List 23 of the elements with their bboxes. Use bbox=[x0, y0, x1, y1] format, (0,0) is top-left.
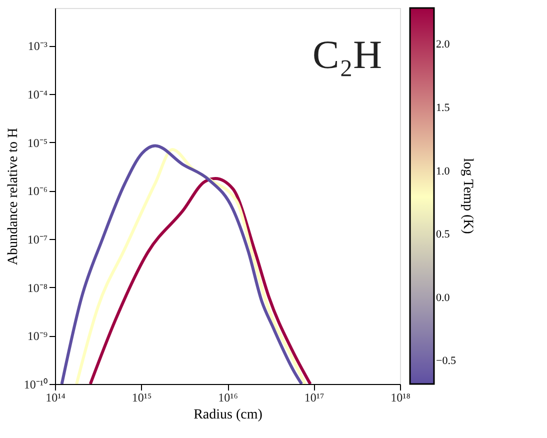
color-bar-label: −0.5 bbox=[436, 355, 456, 368]
y-tick-label: 10⁻⁴ bbox=[27, 87, 48, 102]
y-axis-title: Abundance relative to H bbox=[6, 128, 21, 266]
y-tick-label: 10⁻⁸ bbox=[27, 280, 48, 295]
x-tick-label: 10¹⁶ bbox=[218, 390, 238, 404]
color-bar-title: log Temp (K) bbox=[460, 158, 475, 234]
x-tick-label: 10¹⁷ bbox=[304, 390, 324, 404]
y-tick-label: 10⁻⁶ bbox=[27, 184, 48, 198]
color-bar-label: 0.0 bbox=[436, 292, 450, 304]
x-tick-label: 10¹⁴ bbox=[46, 390, 66, 404]
y-tick-label: 10⁻³ bbox=[28, 39, 48, 54]
y-tick-label: 10⁻¹⁰ bbox=[24, 378, 48, 392]
color-bar-label: 1.5 bbox=[436, 102, 450, 114]
x-tick-label: 10¹⁸ bbox=[390, 390, 410, 404]
y-tick-label: 10⁻⁹ bbox=[27, 329, 48, 344]
x-tick-label: 10¹⁵ bbox=[132, 390, 152, 404]
y-tick-label: 10⁻⁷ bbox=[27, 232, 48, 246]
annotation: C₂H bbox=[312, 32, 382, 77]
y-tick-label: 10⁻⁵ bbox=[27, 136, 48, 150]
color-bar-label: 0.5 bbox=[436, 228, 450, 241]
x-axis-title: Radius (cm) bbox=[194, 408, 263, 422]
color-bar-label: 2.0 bbox=[436, 38, 450, 51]
color-bar-label: 1.0 bbox=[436, 165, 450, 178]
